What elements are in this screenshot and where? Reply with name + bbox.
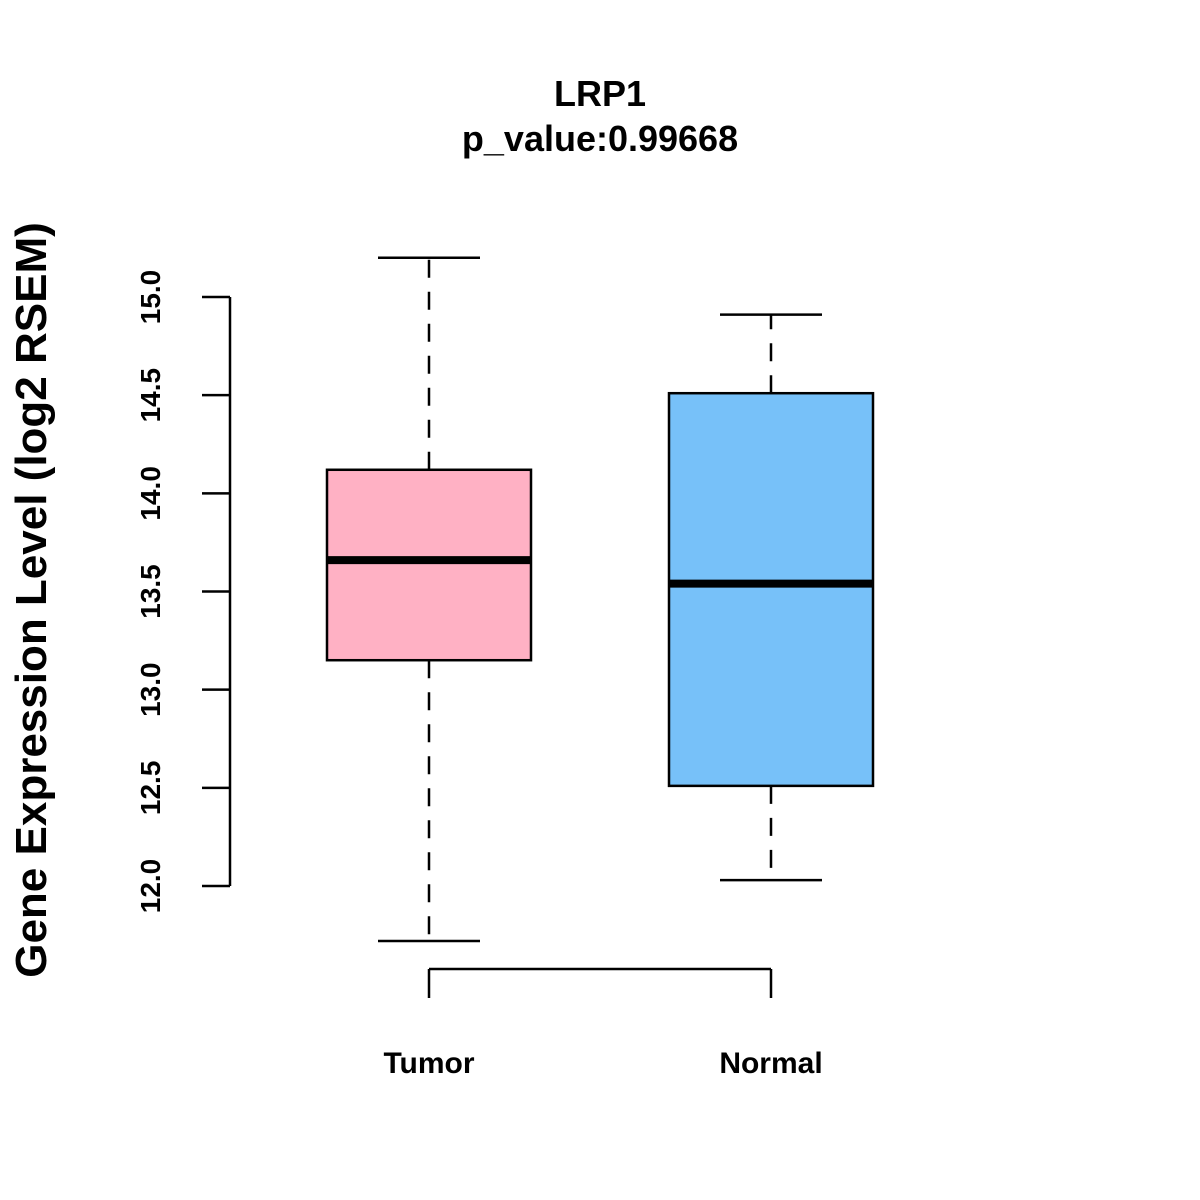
y-axis-label: Gene Expression Level (log2 RSEM) [7, 222, 56, 978]
y-tick-label: 14.5 [135, 368, 166, 423]
y-tick-label: 12.5 [135, 761, 166, 816]
chart-subtitle: p_value:0.99668 [462, 118, 738, 159]
chart-title: LRP1 [554, 73, 646, 114]
box-tumor [325, 256, 533, 943]
x-tick-label-normal: Normal [719, 1047, 822, 1080]
y-axis: 12.0 12.5 13.0 13.5 14.0 14.5 15.0 [135, 270, 232, 914]
y-tick-label: 15.0 [135, 270, 166, 325]
y-tick-label: 13.0 [135, 662, 166, 717]
y-tick-label: 12.0 [135, 859, 166, 914]
y-tick-label: 13.5 [135, 564, 166, 619]
iqr-box [325, 468, 533, 662]
boxes-group [325, 256, 875, 943]
y-tick-label: 14.0 [135, 466, 166, 521]
x-tick-label-tumor: Tumor [383, 1047, 474, 1080]
iqr-box [667, 391, 875, 788]
x-axis: Tumor Normal [383, 967, 823, 1080]
box-normal [667, 313, 875, 882]
